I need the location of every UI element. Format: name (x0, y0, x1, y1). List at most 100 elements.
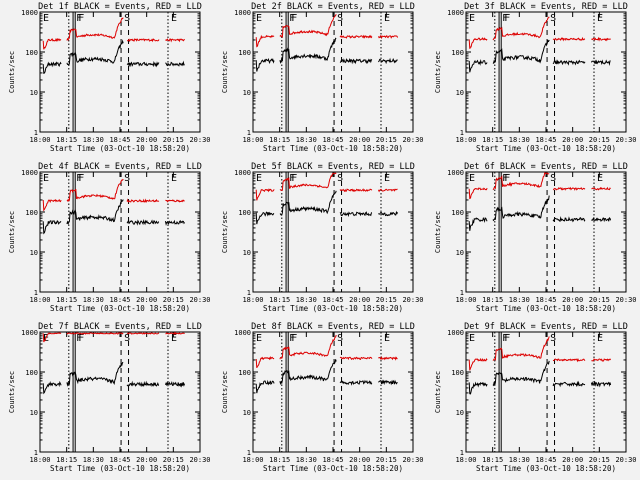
x-tick-label: 18:00 (455, 136, 476, 144)
y-tick-label: 10 (456, 409, 464, 417)
events-series-line (42, 361, 186, 395)
events-series-line (255, 37, 398, 72)
marker-label: E (469, 173, 475, 184)
marker-label: F (78, 13, 84, 24)
x-tick-label: 18:45 (535, 296, 556, 304)
marker-label: F (291, 333, 297, 344)
lld-series-line (42, 17, 185, 50)
y-tick-label: 10 (243, 89, 251, 97)
marker-label: E (597, 13, 603, 24)
y-tick-label: 100 (451, 49, 464, 57)
x-tick-label: 18:00 (455, 296, 476, 304)
lld-series-line (42, 178, 185, 212)
y-tick-label: 100 (25, 369, 38, 377)
panel-3: Det 3f BLACK = Events, RED = LLD 1 10 100 10… (434, 2, 637, 153)
plot-frame (465, 171, 627, 293)
marker-label: E (256, 173, 262, 184)
marker-label: F (502, 173, 508, 184)
plot-frame (252, 331, 414, 453)
events-series-line (255, 359, 398, 394)
y-tick-label: 100 (238, 209, 251, 217)
marker-label: E (43, 173, 49, 184)
x-tick-label: 18:15 (56, 296, 77, 304)
marker-label: F (502, 13, 508, 24)
y-axis-label: Counts/sec (221, 371, 229, 413)
marker-label: E (597, 333, 603, 344)
marker-label: F (76, 13, 82, 24)
plot-frame (252, 11, 414, 133)
y-tick-label: 1 (460, 129, 464, 137)
y-tick-label: 10 (456, 89, 464, 97)
plot-frame (39, 171, 201, 293)
y-tick-label: 1000 (234, 329, 251, 337)
x-axis-label: Start Time (03-Oct-10 18:58:20) (263, 464, 403, 473)
y-tick-label: 10 (30, 89, 38, 97)
lld-series-line (255, 14, 399, 48)
x-tick-label: 20:00 (136, 296, 157, 304)
y-tick-label: 1000 (21, 329, 38, 337)
marker-label: S (550, 13, 556, 24)
x-tick-label: 18:15 (269, 296, 290, 304)
marker-label: S (124, 173, 130, 184)
x-tick-label: 18:00 (29, 296, 50, 304)
x-tick-label: 18:15 (269, 136, 290, 144)
x-tick-label: 18:30 (83, 456, 104, 464)
panel-5: Det 5f BLACK = Events, RED = LLD 1 10 100 10… (221, 162, 424, 313)
x-tick-label: 18:45 (322, 456, 343, 464)
x-tick-label: 18:15 (269, 456, 290, 464)
marker-label: S (337, 13, 343, 24)
y-tick-label: 10 (30, 249, 38, 257)
marker-label: S (337, 333, 343, 344)
x-tick-label: 20:00 (562, 296, 583, 304)
panel-6: Det 6f BLACK = Events, RED = LLD 1 10 100 10… (434, 162, 637, 313)
events-series-line (42, 39, 185, 75)
y-tick-label: 1 (247, 129, 251, 137)
x-tick-label: 20:30 (615, 136, 636, 144)
plot-frame (39, 11, 201, 133)
y-tick-label: 100 (25, 209, 38, 217)
y-tick-label: 1 (34, 289, 38, 297)
panel-title: Det 5f BLACK = Events, RED = LLD (251, 162, 415, 172)
x-tick-label: 20:00 (136, 456, 157, 464)
x-tick-label: 20:15 (589, 296, 610, 304)
events-series-line (255, 190, 399, 225)
events-series-line (42, 199, 185, 235)
panel-title: Det 2f BLACK = Events, RED = LLD (251, 2, 415, 12)
y-tick-label: 1 (247, 449, 251, 457)
marker-label: F (291, 173, 297, 184)
y-tick-label: 1000 (234, 169, 251, 177)
panel-title: Det 9f BLACK = Events, RED = LLD (464, 322, 628, 332)
x-axis-label: Start Time (03-Oct-10 18:58:20) (476, 144, 616, 153)
x-tick-label: 20:30 (615, 296, 636, 304)
x-tick-label: 20:15 (376, 456, 397, 464)
marker-label: F (78, 173, 84, 184)
x-tick-label: 20:15 (376, 136, 397, 144)
y-tick-label: 1000 (21, 9, 38, 17)
x-tick-label: 18:45 (109, 296, 130, 304)
marker-label: F (504, 333, 510, 344)
plot-frame (465, 11, 627, 133)
x-tick-label: 20:15 (589, 456, 610, 464)
x-tick-label: 20:15 (163, 296, 184, 304)
marker-label: E (171, 333, 177, 344)
panel-4: Det 4f BLACK = Events, RED = LLD 1 10 100 10… (8, 162, 211, 313)
x-axis-label: Start Time (03-Oct-10 18:58:20) (50, 144, 190, 153)
x-tick-label: 18:00 (242, 136, 263, 144)
marker-label: F (289, 173, 295, 184)
y-tick-label: 1000 (21, 169, 38, 177)
x-tick-label: 20:15 (163, 136, 184, 144)
plot-frame (465, 331, 627, 453)
events-series-line (468, 195, 612, 231)
lld-series-line (468, 336, 611, 371)
lld-series-line (468, 172, 611, 200)
y-tick-label: 1 (34, 449, 38, 457)
y-tick-label: 1000 (447, 329, 464, 337)
y-tick-label: 100 (451, 369, 464, 377)
x-tick-label: 18:15 (56, 136, 77, 144)
y-tick-label: 1000 (234, 9, 251, 17)
x-tick-label: 20:30 (189, 136, 210, 144)
x-axis-label: Start Time (03-Oct-10 18:58:20) (476, 304, 616, 313)
marker-label: F (76, 173, 82, 184)
x-tick-label: 20:30 (189, 296, 210, 304)
panel-title: Det 4f BLACK = Events, RED = LLD (38, 162, 202, 172)
